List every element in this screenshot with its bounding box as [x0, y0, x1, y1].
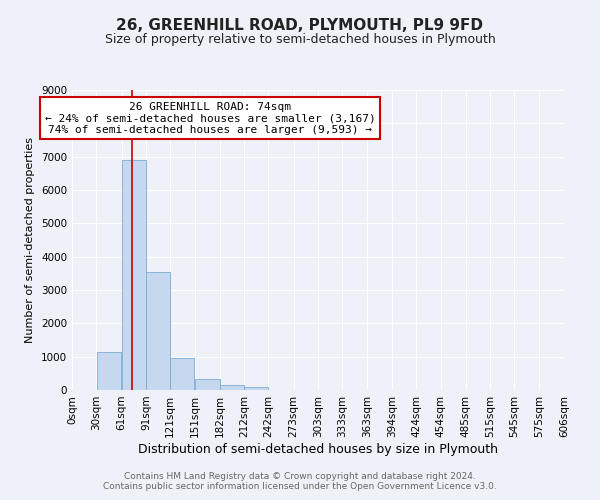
- Bar: [195, 378, 220, 390]
- Bar: [244, 388, 268, 390]
- Text: Contains HM Land Registry data © Crown copyright and database right 2024.: Contains HM Land Registry data © Crown c…: [124, 472, 476, 481]
- Text: Contains public sector information licensed under the Open Government Licence v3: Contains public sector information licen…: [103, 482, 497, 491]
- Text: Size of property relative to semi-detached houses in Plymouth: Size of property relative to semi-detach…: [104, 32, 496, 46]
- X-axis label: Distribution of semi-detached houses by size in Plymouth: Distribution of semi-detached houses by …: [138, 442, 498, 456]
- Bar: [122, 160, 146, 390]
- Bar: [220, 386, 244, 390]
- Bar: [146, 272, 170, 390]
- Text: 26 GREENHILL ROAD: 74sqm
← 24% of semi-detached houses are smaller (3,167)
74% o: 26 GREENHILL ROAD: 74sqm ← 24% of semi-d…: [44, 102, 376, 135]
- Y-axis label: Number of semi-detached properties: Number of semi-detached properties: [25, 137, 35, 343]
- Bar: [170, 358, 194, 390]
- Text: 26, GREENHILL ROAD, PLYMOUTH, PL9 9FD: 26, GREENHILL ROAD, PLYMOUTH, PL9 9FD: [116, 18, 484, 32]
- Bar: [97, 352, 121, 390]
